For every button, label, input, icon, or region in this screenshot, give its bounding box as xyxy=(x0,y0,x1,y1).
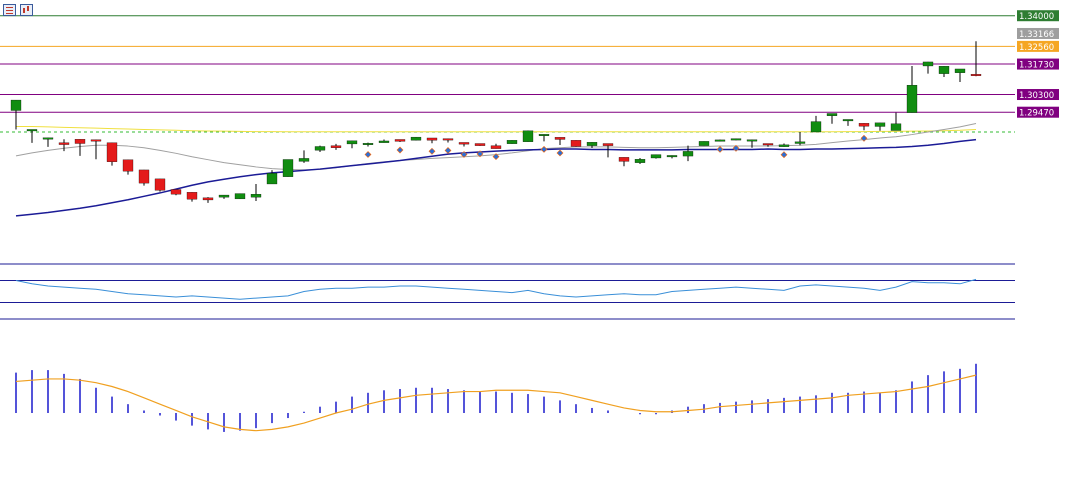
signal-marker xyxy=(780,151,788,159)
candle-body xyxy=(442,138,454,141)
candle-body xyxy=(586,142,598,146)
candle-body xyxy=(170,189,182,195)
price-label-box xyxy=(1017,106,1059,118)
candle-body xyxy=(506,140,518,144)
candle-body xyxy=(474,143,486,146)
candle-body xyxy=(138,169,150,184)
candle-body xyxy=(458,142,470,145)
signal-marker xyxy=(732,144,740,152)
signal-marker xyxy=(428,147,436,155)
signal-marker xyxy=(444,147,452,154)
candle-body xyxy=(394,139,406,142)
candle-body xyxy=(298,158,310,162)
candle-body xyxy=(74,139,86,144)
candle-body xyxy=(570,140,582,147)
candle-body xyxy=(698,141,710,146)
candle-body xyxy=(186,192,198,200)
moving-average-navy xyxy=(15,138,977,217)
candle-body xyxy=(954,68,966,73)
candle-body xyxy=(682,151,694,157)
signal-marker xyxy=(556,149,564,157)
candle-body xyxy=(746,139,758,142)
macd-signal-line xyxy=(15,374,977,432)
price-label-box xyxy=(1017,58,1059,70)
candle-body xyxy=(90,139,102,142)
price-label-box xyxy=(1017,89,1059,101)
candle-body xyxy=(650,154,662,159)
candle-body xyxy=(234,193,246,200)
candle-body xyxy=(378,140,390,143)
candle-body xyxy=(970,74,982,76)
candle-body xyxy=(410,136,422,141)
candle-body xyxy=(58,142,70,145)
candle-body xyxy=(618,157,630,162)
candle-body xyxy=(218,194,230,198)
signal-marker xyxy=(540,145,548,153)
candle-body xyxy=(330,145,342,148)
signal-marker xyxy=(476,150,484,158)
candle-body xyxy=(250,194,262,198)
signal-marker xyxy=(396,146,404,154)
candle-body xyxy=(826,113,838,116)
price-label: 1.31730 xyxy=(1019,61,1054,71)
candle-body xyxy=(794,141,806,144)
price-label-box xyxy=(1017,40,1059,52)
candle-body xyxy=(42,137,54,140)
price-label: 1.32560 xyxy=(1019,43,1054,53)
chart-properties-icon[interactable] xyxy=(20,4,33,16)
price-label: 1.29470 xyxy=(1019,109,1054,119)
candle-body xyxy=(842,119,854,122)
moving-average-yellow xyxy=(16,125,977,133)
signal-marker xyxy=(460,151,468,158)
rsi-line xyxy=(15,278,977,300)
candle-body xyxy=(106,142,118,162)
signal-marker xyxy=(716,145,724,153)
candle-body xyxy=(666,155,678,158)
quotes-list-icon[interactable] xyxy=(3,4,16,16)
candle-body xyxy=(778,144,790,147)
signal-marker xyxy=(364,151,372,158)
candle-body xyxy=(426,137,438,141)
candle-body xyxy=(266,173,278,185)
candle-body xyxy=(10,99,22,111)
candle-body xyxy=(874,122,886,127)
candle-body xyxy=(890,123,902,131)
candle-body xyxy=(938,66,950,74)
signal-marker xyxy=(860,134,868,142)
candle-body xyxy=(314,146,326,151)
candle-body xyxy=(762,143,774,146)
candle-body xyxy=(522,130,534,142)
candle-body xyxy=(714,139,726,142)
price-label: 1.30300 xyxy=(1019,91,1054,101)
candle-body xyxy=(154,178,166,191)
candle-body xyxy=(346,140,358,145)
price-label-box xyxy=(1017,10,1059,22)
chart-toolbar xyxy=(3,4,33,16)
price-label: 1.33166 xyxy=(1019,30,1054,40)
candle-body xyxy=(634,159,646,163)
price-label-box xyxy=(1017,27,1059,39)
candle-body xyxy=(282,159,294,177)
candle-body xyxy=(490,145,502,149)
candle-body xyxy=(202,197,214,201)
signal-marker xyxy=(492,153,500,161)
candle-body xyxy=(538,134,550,136)
candle-body xyxy=(730,138,742,141)
candle-body xyxy=(26,129,38,132)
candle-body xyxy=(122,159,134,172)
candle-body xyxy=(906,84,918,113)
candle-body xyxy=(810,121,822,133)
candle-body xyxy=(922,61,934,67)
price-label: 1.34000 xyxy=(1019,12,1054,22)
candle-body xyxy=(858,123,870,127)
candle-body xyxy=(362,143,374,145)
candle-body xyxy=(602,143,614,146)
candle-body xyxy=(554,137,566,140)
